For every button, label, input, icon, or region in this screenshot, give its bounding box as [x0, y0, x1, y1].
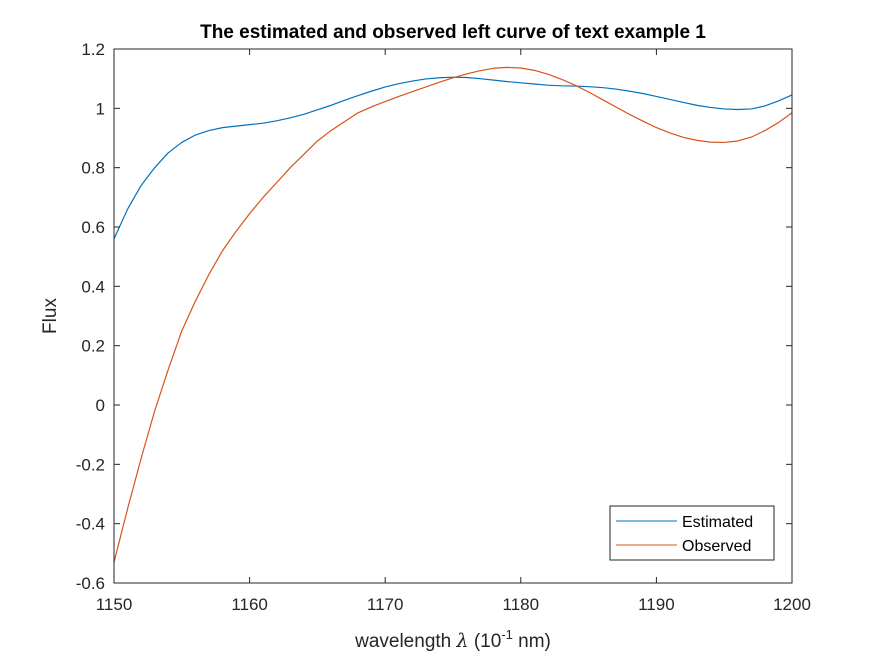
- x-tick-label: 1190: [638, 595, 675, 614]
- y-tick-label: 0: [96, 396, 105, 415]
- chart-title: The estimated and observed left curve of…: [200, 22, 706, 43]
- plot-area: [114, 49, 792, 583]
- legend-label-observed: Observed: [682, 538, 751, 555]
- series-line-observed: [114, 66, 792, 563]
- y-tick-label: -0.4: [76, 515, 105, 534]
- y-tick-label: 1.2: [81, 40, 105, 59]
- x-axis-label: wavelength λ (10-1 nm): [354, 627, 551, 652]
- y-tick-label: 0.4: [81, 277, 105, 296]
- axes-box: [113, 48, 793, 584]
- x-axis-label-prefix: wavelength: [354, 631, 456, 652]
- y-tick-label: 0.8: [81, 159, 105, 178]
- axes-layer: 1150 1160 1170 1180 1190 1200 -0.6 -0.4 -0.2 0 0.2…: [76, 40, 811, 614]
- x-axis-label-exponent: -1: [501, 627, 513, 642]
- y-tick-label: 0.2: [81, 337, 105, 356]
- x-tick-label: 1170: [367, 595, 404, 614]
- y-axis-label: Flux: [40, 298, 61, 334]
- series-layer: [114, 66, 792, 563]
- y-tick-label: 1: [96, 99, 105, 118]
- x-axis-label-open: (10: [469, 631, 502, 652]
- x-tick-label: 1150: [96, 595, 133, 614]
- x-tick-label: 1200: [773, 595, 811, 614]
- legend: Estimated Observed: [609, 505, 775, 561]
- legend-label-estimated: Estimated: [682, 514, 753, 531]
- y-tick-label: -0.6: [76, 574, 105, 593]
- x-tick-label: 1160: [231, 595, 268, 614]
- legend-box: [609, 505, 775, 561]
- x-axis-label-symbol: λ: [456, 630, 469, 652]
- x-tick-label: 1180: [503, 595, 540, 614]
- y-tick-label: -0.2: [76, 455, 105, 474]
- y-tick-label: 0.6: [81, 218, 105, 237]
- x-axis-label-unit: nm): [513, 631, 551, 652]
